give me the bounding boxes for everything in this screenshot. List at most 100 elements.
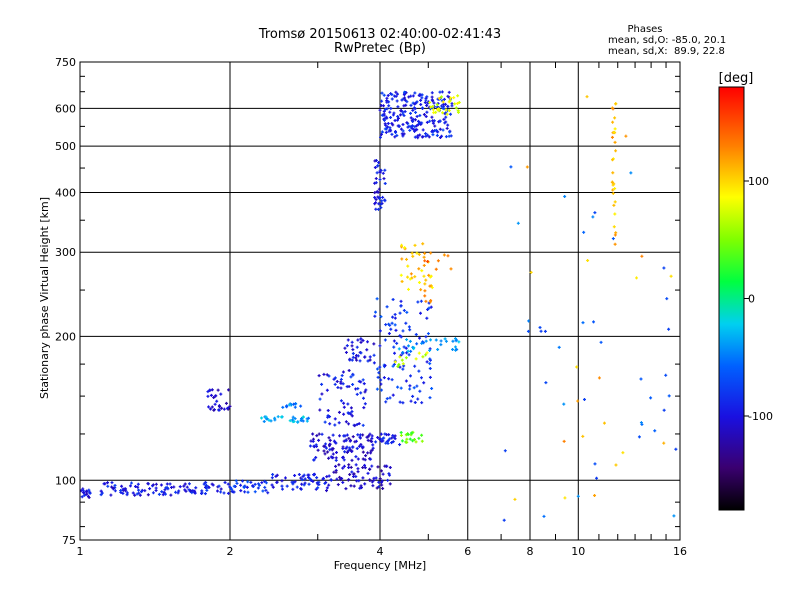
data-point <box>331 456 335 460</box>
data-point <box>300 417 304 421</box>
data-point <box>379 378 383 382</box>
data-point <box>423 289 427 293</box>
data-point <box>428 348 432 352</box>
data-point <box>557 345 561 349</box>
data-point <box>365 348 369 352</box>
data-point <box>340 374 344 378</box>
data-point <box>399 433 403 437</box>
data-point <box>102 482 106 486</box>
data-point <box>217 408 221 412</box>
data-point <box>411 108 415 112</box>
data-point <box>424 134 428 138</box>
data-point <box>209 393 213 397</box>
data-point <box>398 113 402 117</box>
data-point <box>344 420 348 424</box>
data-point <box>263 485 267 489</box>
data-point <box>582 230 586 234</box>
data-point <box>423 251 427 255</box>
data-point <box>245 485 249 489</box>
data-point <box>280 415 284 419</box>
data-point <box>586 258 590 262</box>
data-point <box>345 344 349 348</box>
data-point <box>611 237 615 241</box>
data-point <box>220 406 224 410</box>
data-point <box>291 487 295 491</box>
data-point <box>582 397 586 401</box>
data-point <box>428 100 432 104</box>
data-point <box>448 99 452 103</box>
data-point <box>377 480 381 484</box>
data-point <box>453 102 457 106</box>
data-point <box>389 327 393 331</box>
data-point <box>324 481 328 485</box>
data-point <box>662 408 666 412</box>
data-point <box>405 351 409 355</box>
data-point <box>425 95 429 99</box>
data-point <box>339 381 343 385</box>
data-point <box>413 91 417 95</box>
data-point <box>351 373 355 377</box>
data-point <box>391 123 395 127</box>
y-tick-label: 400 <box>55 186 76 199</box>
data-point <box>613 200 617 204</box>
data-point <box>387 104 391 108</box>
data-point <box>442 97 446 101</box>
data-point <box>398 355 402 359</box>
data-point <box>301 419 305 423</box>
data-point <box>332 439 336 443</box>
data-point <box>502 518 506 522</box>
data-point <box>388 465 392 469</box>
data-point <box>405 257 409 261</box>
data-point <box>323 420 327 424</box>
data-point <box>335 379 339 383</box>
data-point <box>451 339 455 343</box>
data-point <box>297 473 301 477</box>
data-point <box>217 405 221 409</box>
data-point <box>446 123 450 127</box>
x-tick-label: 6 <box>464 545 471 558</box>
data-point <box>270 476 274 480</box>
x-tick-label: 1 <box>77 545 84 558</box>
data-point <box>662 441 666 445</box>
data-point <box>366 435 370 439</box>
data-point <box>394 328 398 332</box>
data-point <box>581 434 585 438</box>
data-point <box>593 493 597 497</box>
data-point <box>449 112 453 116</box>
data-point <box>408 328 412 332</box>
data-point <box>382 109 386 113</box>
data-point <box>395 92 399 96</box>
data-point <box>402 132 406 136</box>
data-point <box>401 123 405 127</box>
data-point <box>417 369 421 373</box>
data-point <box>432 101 436 105</box>
data-point <box>326 408 330 412</box>
data-point <box>401 134 405 138</box>
data-point <box>325 373 329 377</box>
data-point <box>399 299 403 303</box>
data-point <box>422 255 426 259</box>
data-point <box>453 337 457 341</box>
data-point <box>342 464 346 468</box>
data-point <box>539 329 543 333</box>
data-point <box>333 382 337 386</box>
data-point <box>307 482 311 486</box>
y-tick-label: 750 <box>55 56 76 69</box>
data-point <box>381 104 385 108</box>
data-point <box>205 488 209 492</box>
data-point <box>312 458 316 462</box>
data-point <box>314 443 318 447</box>
data-point <box>409 349 413 353</box>
data-point <box>610 135 614 139</box>
data-point <box>347 369 351 373</box>
data-point <box>653 429 657 433</box>
data-point <box>563 496 567 500</box>
data-point <box>322 372 326 376</box>
data-point <box>343 346 347 350</box>
data-point <box>585 95 589 99</box>
data-point <box>347 436 351 440</box>
data-point <box>246 490 250 494</box>
data-point <box>243 490 247 494</box>
data-point <box>457 340 461 344</box>
data-point <box>280 479 284 483</box>
